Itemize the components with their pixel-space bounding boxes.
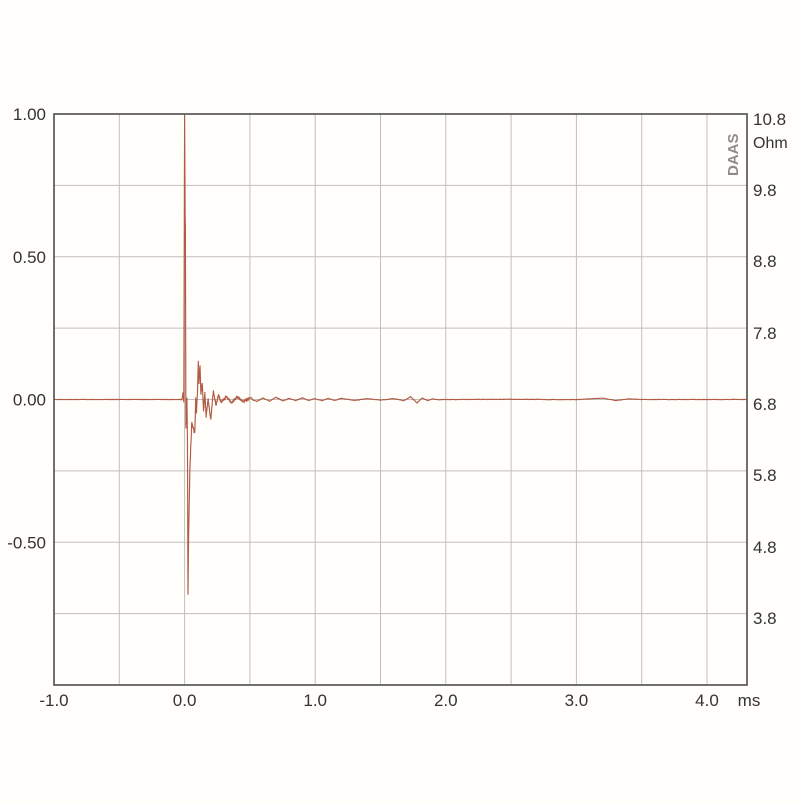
svg-text:8.8: 8.8 [753, 252, 777, 271]
svg-text:0.0: 0.0 [173, 691, 197, 710]
svg-text:Ohm: Ohm [753, 135, 788, 152]
svg-text:4.0: 4.0 [695, 691, 719, 710]
svg-text:DAAS: DAAS [725, 133, 742, 176]
svg-text:3.0: 3.0 [565, 691, 589, 710]
svg-text:0.50: 0.50 [13, 248, 46, 267]
svg-text:7.8: 7.8 [753, 324, 777, 343]
svg-text:-1.0: -1.0 [39, 691, 68, 710]
svg-text:5.8: 5.8 [753, 466, 777, 485]
svg-text:-0.50: -0.50 [7, 533, 46, 552]
svg-text:9.8: 9.8 [753, 181, 777, 200]
svg-text:ms: ms [738, 691, 761, 710]
svg-text:4.8: 4.8 [753, 538, 777, 557]
svg-text:2.0: 2.0 [434, 691, 458, 710]
svg-text:3.8: 3.8 [753, 609, 777, 628]
svg-text:1.0: 1.0 [303, 691, 327, 710]
svg-text:10.8: 10.8 [753, 110, 786, 129]
svg-text:1.00: 1.00 [13, 105, 46, 124]
svg-text:0.00: 0.00 [13, 391, 46, 410]
svg-text:6.8: 6.8 [753, 395, 777, 414]
